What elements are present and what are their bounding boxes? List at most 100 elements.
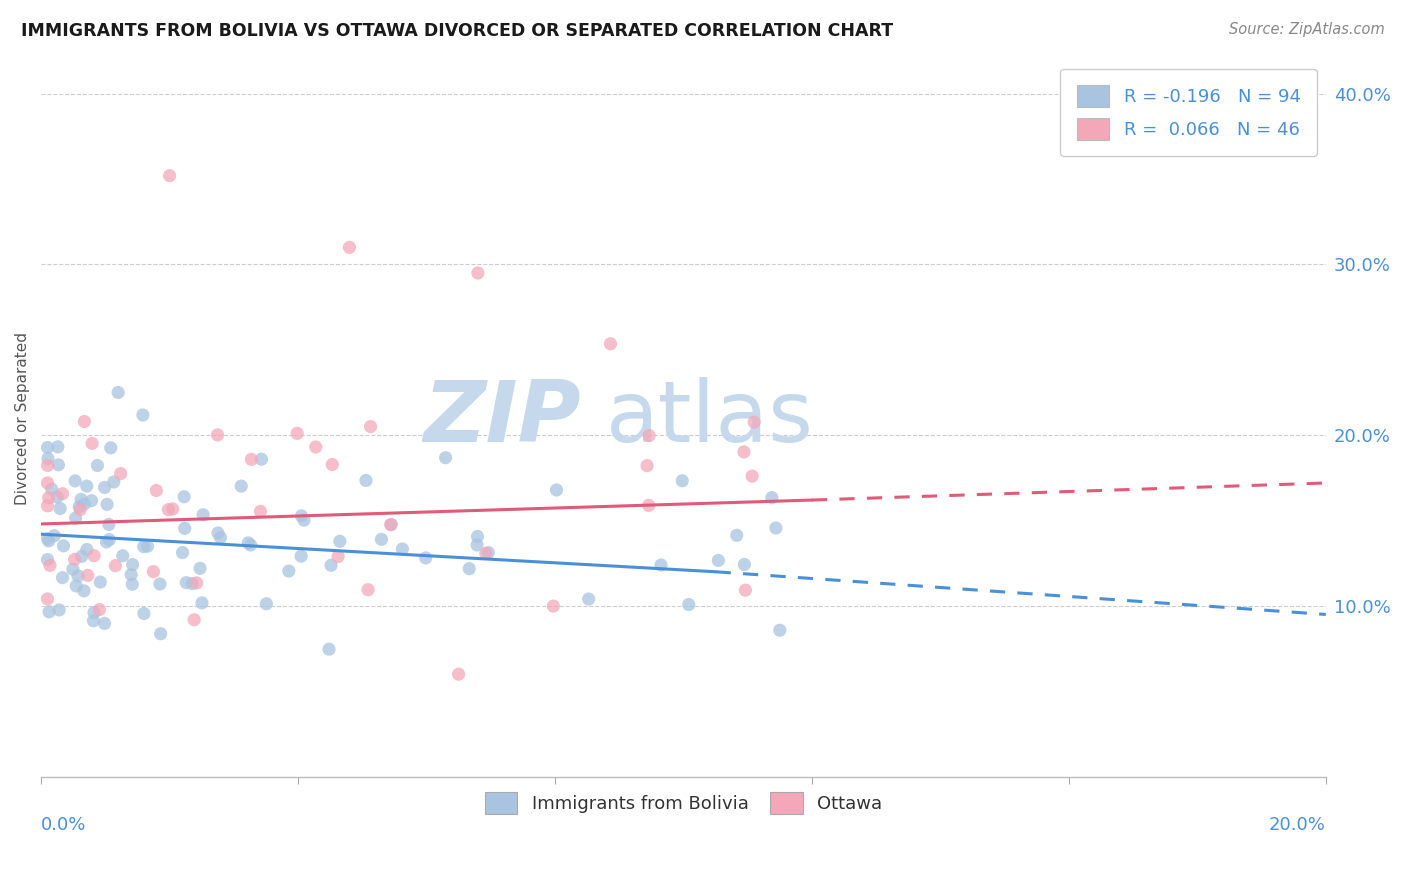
Point (73, 583, 96, 598)
Text: ZIP: ZIP (423, 376, 581, 459)
Point (475, 546, 498, 560)
Point (467, 529, 489, 543)
Point (678, 598, 700, 612)
Point (477, 545, 499, 559)
Point (83, 549, 105, 563)
Point (76, 479, 98, 493)
Point (207, 525, 229, 540)
Point (38, 533, 60, 548)
Point (110, 467, 132, 481)
Point (37, 441, 59, 455)
Point (63, 474, 86, 488)
Point (249, 504, 271, 518)
Point (357, 582, 380, 597)
Point (86, 458, 108, 473)
Point (305, 440, 328, 454)
Point (733, 558, 755, 572)
Point (707, 553, 730, 567)
Point (637, 499, 659, 513)
Point (80, 493, 103, 508)
Point (100, 441, 122, 455)
Point (321, 458, 343, 472)
Point (82, 614, 104, 628)
Point (671, 474, 693, 488)
Point (48, 458, 70, 472)
Point (188, 561, 211, 575)
Point (191, 508, 214, 522)
Point (89, 602, 111, 616)
Point (240, 452, 263, 467)
Point (46, 490, 69, 504)
Point (636, 458, 658, 473)
Point (354, 474, 377, 488)
Point (650, 558, 672, 572)
Point (290, 508, 312, 523)
Point (742, 415, 765, 429)
Point (121, 558, 143, 572)
Point (67, 500, 90, 514)
Point (285, 426, 308, 441)
Point (239, 538, 262, 552)
Point (159, 169, 181, 183)
Legend: Immigrants from Bolivia, Ottawa: Immigrants from Bolivia, Ottawa (478, 785, 890, 822)
Point (734, 583, 756, 598)
Point (65, 511, 87, 525)
Point (107, 385, 129, 400)
Point (186, 576, 208, 591)
Point (149, 626, 172, 640)
Point (326, 549, 349, 564)
Point (70, 549, 93, 564)
Point (391, 541, 413, 556)
Point (97, 517, 120, 532)
Point (80, 436, 103, 450)
Point (543, 599, 565, 613)
Point (149, 577, 172, 591)
Point (578, 592, 600, 607)
Point (599, 336, 621, 351)
Point (76, 542, 98, 557)
Point (181, 576, 204, 591)
Point (447, 667, 470, 681)
Point (254, 597, 277, 611)
Point (339, 240, 361, 254)
Point (41, 482, 63, 496)
Point (465, 538, 488, 552)
Point (44, 529, 66, 543)
Point (62, 562, 84, 576)
Point (157, 502, 180, 516)
Point (638, 428, 661, 442)
Point (37, 591, 59, 606)
Point (250, 452, 273, 467)
Point (70, 492, 93, 507)
Point (319, 558, 342, 573)
Point (136, 539, 159, 553)
Point (207, 428, 229, 442)
Point (38, 491, 60, 505)
Point (103, 475, 125, 489)
Point (111, 549, 134, 563)
Point (142, 565, 165, 579)
Point (183, 613, 205, 627)
Point (546, 483, 568, 497)
Point (173, 490, 195, 504)
Point (83, 606, 105, 620)
Point (145, 483, 167, 498)
Point (761, 491, 783, 505)
Point (733, 445, 755, 459)
Point (65, 579, 87, 593)
Text: Source: ZipAtlas.com: Source: ZipAtlas.com (1229, 22, 1385, 37)
Text: atlas: atlas (606, 376, 814, 459)
Point (380, 517, 402, 532)
Point (63, 552, 86, 566)
Point (69, 502, 91, 516)
Point (96, 497, 118, 511)
Point (37, 458, 59, 473)
Point (292, 513, 315, 527)
Point (434, 450, 457, 465)
Point (467, 266, 489, 280)
Point (290, 549, 312, 563)
Point (38, 605, 60, 619)
Point (277, 564, 299, 578)
Point (238, 536, 260, 550)
Point (132, 408, 155, 422)
